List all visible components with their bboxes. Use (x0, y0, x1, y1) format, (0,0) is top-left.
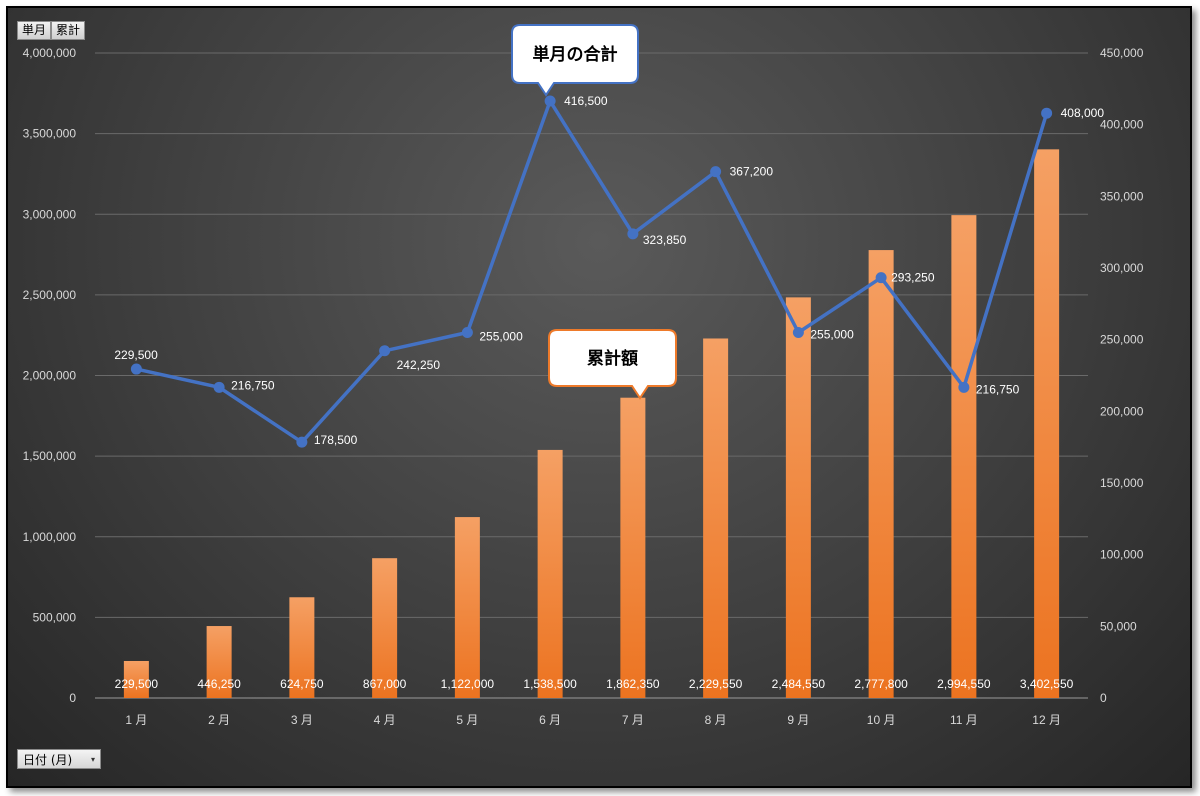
bar (454, 517, 480, 698)
x-tick-label: 9 月 (787, 713, 809, 727)
line-point (710, 166, 722, 178)
bar-data-label: 2,777,800 (854, 677, 908, 691)
line-data-label: 323,850 (643, 233, 687, 247)
callout-cumulative: 累計額 (548, 329, 677, 400)
line-series (135, 99, 1049, 444)
line-point (296, 436, 308, 448)
y-right-tick-label: 250,000 (1100, 333, 1144, 347)
line-data-label: 416,500 (564, 94, 608, 108)
y-left-tick-label: 0 (69, 691, 76, 705)
y-right-tick-label: 400,000 (1100, 118, 1144, 132)
line-point (792, 327, 804, 338)
field-button-monthly[interactable]: 単月 (17, 21, 52, 40)
line-data-label: 293,250 (891, 271, 935, 285)
bar (123, 660, 149, 698)
bar-data-label: 2,994,550 (937, 677, 991, 691)
bar (289, 597, 315, 698)
x-tick-label: 5 月 (456, 713, 478, 727)
callout-box (548, 329, 677, 400)
y-left-tick-label: 3,500,000 (23, 127, 77, 141)
y-right-tick-label: 450,000 (1100, 46, 1144, 60)
bar (620, 397, 646, 698)
line-data-label: 242,250 (397, 358, 441, 372)
callout-monthly-total: 単月の合計 (511, 24, 639, 97)
bar (703, 338, 729, 698)
line-data-label: 216,750 (976, 382, 1020, 396)
x-tick-label: 1 月 (125, 713, 147, 727)
axis-field-label: 日付 (月) (23, 752, 73, 767)
y-right-tick-label: 100,000 (1100, 548, 1144, 562)
y-right-tick-label: 350,000 (1100, 189, 1144, 203)
x-tick-label: 12 月 (1032, 713, 1061, 727)
x-tick-label: 10 月 (867, 713, 896, 727)
y-left-tick-label: 500,000 (33, 610, 77, 624)
line-data-label: 408,000 (1061, 106, 1105, 120)
bar (206, 626, 232, 698)
bar-data-label: 624,750 (280, 677, 324, 691)
y-right-tick-label: 150,000 (1100, 476, 1144, 490)
line-data-label: 178,500 (314, 433, 358, 447)
line-data-label: 216,750 (231, 378, 275, 392)
line-point (1041, 107, 1053, 119)
y-left-tick-label: 2,500,000 (23, 288, 77, 302)
chart-area (6, 6, 1192, 788)
bar (1034, 149, 1060, 698)
x-tick-label: 8 月 (705, 713, 727, 727)
bar (372, 558, 398, 698)
line-point (130, 363, 142, 375)
callout-box (511, 24, 639, 97)
bar-data-label: 229,500 (115, 677, 159, 691)
bar-data-label: 867,000 (363, 677, 407, 691)
y-right-tick-label: 300,000 (1100, 261, 1144, 275)
x-tick-label: 3 月 (291, 713, 313, 727)
dropdown-caret-icon: ▾ (90, 754, 95, 764)
y-left-tick-label: 1,500,000 (23, 449, 77, 463)
bar (951, 215, 977, 698)
line-data-label: 367,200 (730, 165, 774, 179)
bar-data-label: 1,538,500 (523, 677, 577, 691)
callout-text: 単月の合計 (533, 44, 618, 65)
bar-data-label: 1,122,000 (441, 677, 495, 691)
y-left-tick-label: 1,000,000 (23, 530, 77, 544)
bar-data-label: 1,862,350 (606, 677, 660, 691)
value-field-buttons: 単月 累計 (17, 21, 86, 40)
callout-text: 累計額 (587, 348, 638, 369)
y-left-tick-label: 4,000,000 (23, 46, 77, 60)
line-data-label: 255,000 (479, 330, 523, 344)
line-point (213, 381, 225, 393)
bar-data-label: 2,484,550 (772, 677, 826, 691)
bar (785, 297, 811, 698)
line-data-label: 229,500 (114, 348, 158, 362)
line-point (379, 345, 391, 357)
x-tick-label: 2 月 (208, 713, 230, 727)
x-tick-label: 6 月 (539, 713, 561, 727)
bar-data-label: 446,250 (197, 677, 241, 691)
bar (537, 449, 563, 698)
y-left-tick-label: 2,000,000 (23, 369, 77, 383)
line-data-label: 255,000 (810, 328, 854, 342)
x-tick-label: 4 月 (374, 713, 396, 727)
line-point (544, 95, 556, 107)
line-point (627, 228, 639, 240)
x-tick-label: 7 月 (622, 713, 644, 727)
y-right-tick-label: 200,000 (1100, 404, 1144, 418)
line-point (958, 381, 970, 393)
axis-field-button[interactable]: 日付 (月) ▾ (17, 749, 101, 769)
bar (868, 250, 894, 698)
x-tick-label: 11 月 (950, 713, 978, 727)
line-point (875, 272, 887, 284)
line-point (461, 327, 473, 338)
field-button-cumulative[interactable]: 累計 (51, 21, 86, 40)
y-right-tick-label: 0 (1100, 691, 1107, 705)
bar-data-label: 2,229,550 (689, 677, 743, 691)
bar-data-label: 3,402,550 (1020, 677, 1074, 691)
y-right-tick-label: 50,000 (1100, 619, 1137, 633)
y-left-tick-label: 3,000,000 (23, 207, 77, 221)
